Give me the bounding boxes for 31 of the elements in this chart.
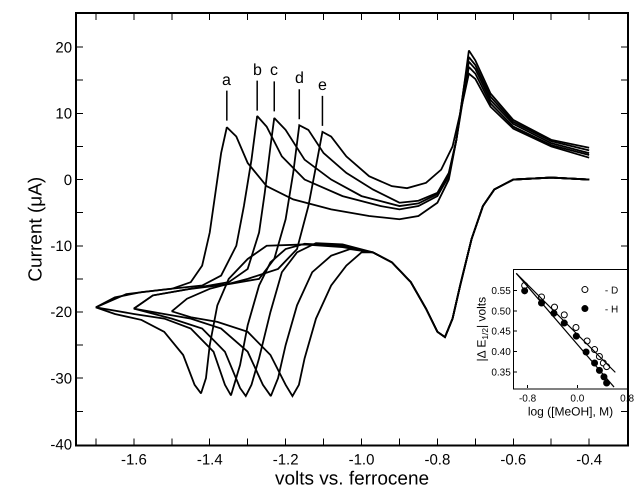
y-tick-label: -20: [50, 304, 72, 322]
legend-label: - D: [604, 285, 618, 296]
x-tick-label: -1.0: [348, 451, 374, 468]
x-tick-label: -1.2: [272, 451, 299, 468]
x-tick-label: -0.4: [576, 451, 602, 468]
annotation: c: [270, 62, 278, 79]
x-axis-title: log ([MeOH], M): [528, 404, 614, 418]
y-axis-title: Current (μA): [26, 176, 47, 282]
x-tick-label: -0.6: [500, 451, 526, 468]
x-tick-label: -0.8: [518, 393, 537, 404]
y-tick-label: -40: [50, 436, 72, 454]
x-tick-label: -0.8: [424, 451, 450, 468]
y-tick-label: 0.55: [491, 286, 512, 297]
annotation: d: [295, 70, 304, 87]
annotation: b: [253, 62, 262, 79]
y-tick-label: 0.45: [491, 326, 512, 338]
y-tick-label: 0.35: [491, 367, 512, 378]
annotation: e: [318, 77, 327, 94]
x-tick-label: -1.4: [196, 451, 223, 468]
x-tick-label: 0.0: [570, 393, 585, 404]
x-tick-label: -1.6: [120, 451, 147, 468]
y-tick-label: 0: [64, 172, 72, 189]
annotation: a: [222, 72, 231, 89]
y-tick-label: -30: [50, 370, 72, 388]
x-axis-title: volts vs. ferrocene: [274, 468, 430, 490]
y-tick-label: 20: [55, 39, 72, 56]
legend-label: - H: [604, 304, 618, 316]
y-tick-label: 0.40: [491, 347, 512, 358]
y-tick-label: -10: [50, 238, 72, 256]
y-tick-label: 0.50: [491, 306, 512, 318]
y-tick-label: 10: [55, 106, 72, 123]
